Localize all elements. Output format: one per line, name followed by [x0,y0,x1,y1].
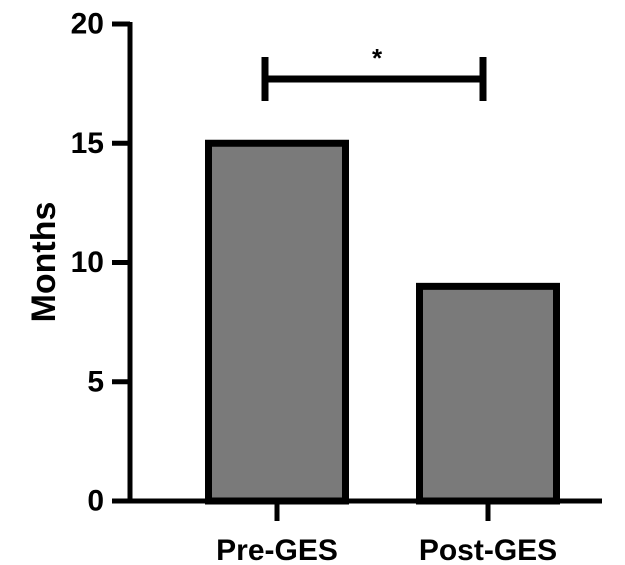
y-tick-label: 5 [87,365,104,398]
y-tick-label: 10 [71,246,104,279]
x-tick-label: Post-GES [419,534,557,565]
x-ticks-group: Pre-GES Post-GES [216,501,557,565]
y-tick-label: 20 [71,8,104,41]
bar-pre-ges [205,139,349,505]
sig-star-label: * [372,43,383,73]
x-tick-label: Pre-GES [216,534,338,565]
y-ticks-group: 0 5 10 15 20 [71,8,130,518]
y-axis-title: Months [25,202,63,323]
significance-bracket: * [261,43,487,101]
bar-post-ges [416,282,560,505]
y-tick-label: 15 [71,127,104,160]
y-tick-label: 0 [87,485,104,518]
bars-group [205,139,560,505]
